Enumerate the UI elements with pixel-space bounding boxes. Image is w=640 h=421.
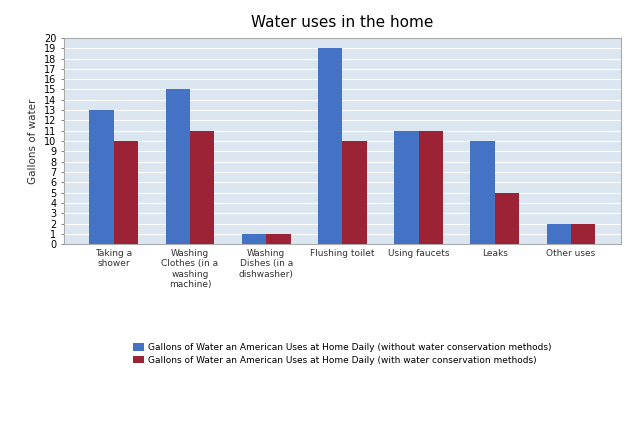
Bar — [90, 110, 114, 244]
Bar — [419, 131, 443, 244]
Bar — [571, 224, 595, 244]
Bar — [470, 141, 495, 244]
Bar — [495, 192, 519, 244]
Bar — [242, 234, 266, 244]
Bar — [190, 131, 214, 244]
Bar — [394, 131, 419, 244]
Bar — [166, 89, 190, 244]
Bar — [547, 224, 571, 244]
Y-axis label: Gallons of water: Gallons of water — [28, 99, 38, 184]
Bar — [114, 141, 138, 244]
Bar — [318, 48, 342, 244]
Title: Water uses in the home: Water uses in the home — [252, 15, 433, 30]
Bar — [342, 141, 367, 244]
Bar — [266, 234, 291, 244]
Legend: Gallons of Water an American Uses at Home Daily (without water conservation meth: Gallons of Water an American Uses at Hom… — [131, 341, 554, 368]
